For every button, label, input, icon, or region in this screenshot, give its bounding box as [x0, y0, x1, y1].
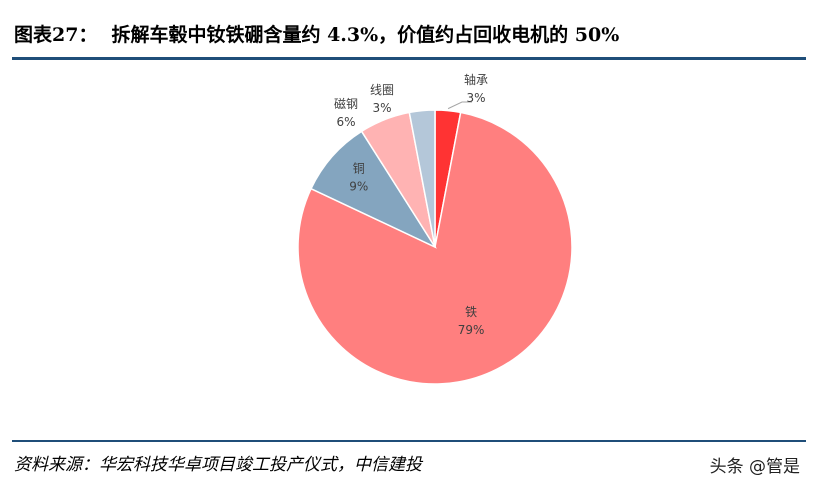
- slice-label-value-4: 6%: [336, 115, 355, 129]
- pie-chart: 轴承 3% 铁 79% 铜 9% 磁钢 6% 线圈 3%: [0, 62, 816, 434]
- figure-title: 图表27： 拆解车毂中钕铁硼含量约 4.3%，价值约占回收电机的 50%: [14, 20, 804, 56]
- pie-slice-2: [297, 111, 573, 385]
- slice-label-name-4: 磁钢: [334, 96, 358, 111]
- figure-label: 图表27：: [14, 24, 98, 46]
- slice-label-name-1: 轴承: [464, 72, 488, 87]
- slice-label-value-3: 9%: [349, 180, 368, 194]
- slice-label-value-1: 3%: [466, 91, 485, 105]
- footer-divider: [12, 440, 806, 442]
- slice-label-name-3: 铜: [353, 161, 365, 176]
- slice-label-name-5: 线圈: [370, 83, 394, 97]
- pie-labels: 轴承 3% 铁 79% 铜 9% 磁钢 6% 线圈 3%: [334, 72, 488, 337]
- source-note: 资料来源：华宏科技华卓项目竣工投产仪式，中信建投: [14, 455, 422, 475]
- title-divider: [12, 57, 806, 60]
- slice-label-value-2: 79%: [458, 323, 485, 337]
- leader-line-1: [447, 101, 472, 110]
- pie-chart-canvas: 轴承 3% 铁 79% 铜 9% 磁钢 6% 线圈 3%: [297, 72, 573, 385]
- figure-title-text: 拆解车毂中钕铁硼含量约 4.3%，价值约占回收电机的 50%: [111, 24, 620, 46]
- slice-label-value-5: 3%: [372, 101, 391, 115]
- pie-leader-lines: [447, 101, 472, 110]
- pie-slice-5: [408, 109, 436, 248]
- slice-label-name-2: 铁: [465, 305, 477, 319]
- pie-slices: [297, 109, 573, 385]
- watermark: 头条 @管是: [709, 457, 800, 477]
